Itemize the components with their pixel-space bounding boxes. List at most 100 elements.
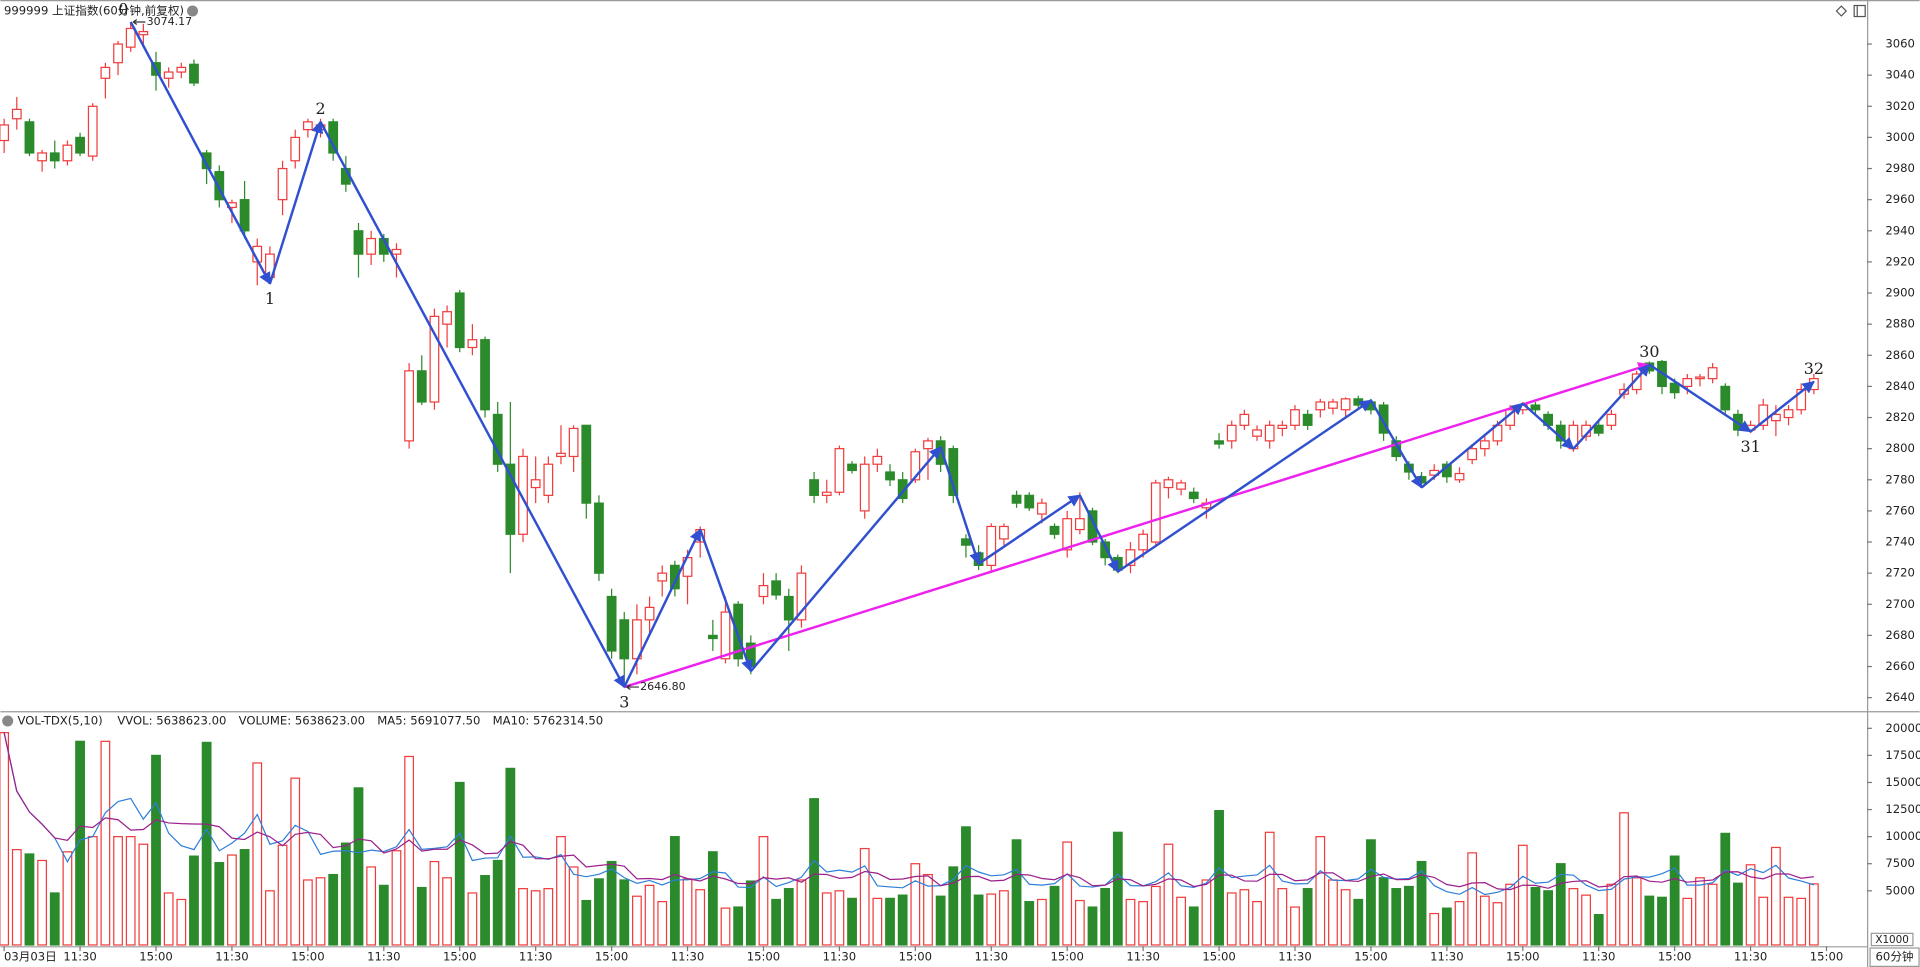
diamond-icon[interactable] bbox=[1835, 5, 1848, 17]
candle-body bbox=[1188, 491, 1199, 500]
volume-bar bbox=[1581, 894, 1591, 946]
candle-body bbox=[986, 525, 997, 566]
x-tick-label: 11:30 bbox=[519, 950, 552, 964]
volume-bar bbox=[923, 873, 933, 946]
y-tick-label: 3060 bbox=[1885, 37, 1915, 51]
volume-bar bbox=[581, 899, 592, 946]
x-tick-label: 15:00 bbox=[1506, 950, 1539, 964]
volume-bar bbox=[1112, 831, 1123, 946]
volume-bar bbox=[138, 843, 149, 946]
candle-body bbox=[707, 634, 718, 640]
volume-bar bbox=[720, 907, 731, 946]
candle-body bbox=[1252, 429, 1262, 437]
volume-bar bbox=[1631, 877, 1642, 946]
candle-body bbox=[391, 248, 402, 255]
moving-average-line bbox=[3, 732, 1815, 896]
volume-bar bbox=[594, 878, 604, 946]
volume-bar bbox=[227, 854, 237, 946]
candle-body bbox=[910, 451, 921, 481]
zigzag-segment bbox=[1572, 363, 1651, 450]
volume-bar bbox=[480, 875, 490, 946]
volume-bar bbox=[1505, 883, 1516, 946]
candle-body bbox=[1328, 401, 1338, 409]
candle-body bbox=[404, 370, 415, 442]
volume-bar bbox=[11, 849, 22, 946]
volume-bar bbox=[758, 836, 769, 946]
candle-body bbox=[1239, 413, 1250, 426]
volume-bar bbox=[1302, 888, 1313, 946]
volume-bar bbox=[657, 901, 668, 946]
wave-label: 1 bbox=[265, 289, 275, 308]
volume-bar bbox=[1239, 889, 1250, 946]
candle-body bbox=[492, 413, 503, 465]
candle-body bbox=[771, 580, 782, 596]
candle-body bbox=[1150, 482, 1161, 543]
x-tick-label: 11:30 bbox=[215, 950, 248, 964]
volume-bar bbox=[1733, 882, 1743, 946]
candle-body bbox=[581, 424, 592, 504]
candle-body bbox=[11, 108, 22, 120]
zigzag-segment bbox=[1117, 399, 1372, 573]
period-label[interactable]: 60分钟 bbox=[1876, 950, 1914, 964]
volume-bar bbox=[1808, 883, 1819, 946]
candle-body bbox=[125, 27, 136, 48]
volume-bar bbox=[556, 836, 566, 946]
candle-body bbox=[189, 63, 199, 84]
volume-bar bbox=[37, 859, 48, 946]
panel-icon[interactable] bbox=[1853, 4, 1866, 18]
wave-label: 31 bbox=[1740, 437, 1760, 456]
extreme-label: 3074.17 bbox=[147, 15, 193, 28]
volume-bar bbox=[973, 894, 984, 946]
volume-bar bbox=[1467, 852, 1478, 946]
candle-body bbox=[1720, 385, 1731, 411]
volume-bar bbox=[1138, 901, 1149, 946]
volume-bar bbox=[543, 888, 554, 946]
candle-body bbox=[1391, 440, 1402, 458]
volume-bar bbox=[1783, 896, 1794, 946]
y-tick-label: 2720 bbox=[1885, 566, 1915, 580]
volume-bar bbox=[1176, 896, 1186, 946]
volume-bar bbox=[1252, 901, 1262, 946]
x-tick-label: 15:00 bbox=[291, 950, 324, 964]
volume-bar bbox=[1315, 836, 1326, 946]
volume-bar bbox=[1366, 839, 1376, 946]
volume-bar bbox=[1682, 897, 1693, 946]
candle-body bbox=[885, 471, 895, 481]
volume-bar bbox=[1657, 896, 1667, 946]
x-tick-label: 15:00 bbox=[139, 950, 172, 964]
candle-body bbox=[442, 311, 452, 325]
candle-body bbox=[290, 136, 301, 162]
volume-bar bbox=[796, 879, 807, 946]
volume-bar bbox=[910, 863, 921, 946]
period-button[interactable] bbox=[1869, 947, 1920, 967]
candle-body bbox=[809, 479, 819, 496]
candle-body bbox=[1353, 398, 1364, 406]
x-tick-label: 11:30 bbox=[1430, 950, 1463, 964]
volume-bar bbox=[239, 849, 250, 946]
y-tick-label: 3040 bbox=[1885, 68, 1915, 82]
candle-body bbox=[543, 463, 554, 496]
volume-bar bbox=[49, 892, 60, 946]
volume-bar bbox=[290, 777, 301, 946]
volume-bar bbox=[176, 898, 187, 946]
volume-bar bbox=[0, 732, 10, 946]
candle-body bbox=[480, 339, 490, 411]
candle-body bbox=[1467, 448, 1478, 461]
candle-body bbox=[1707, 367, 1718, 380]
y-tick-label: 2800 bbox=[1885, 441, 1915, 455]
candle-body bbox=[416, 370, 427, 403]
x-tick-label: 11:30 bbox=[367, 950, 400, 964]
candle-body bbox=[1087, 510, 1098, 543]
volume-header: VOL-TDX(5,10) VVOL: 5638623.00 VOLUME: 56… bbox=[17, 713, 603, 727]
volume-bar bbox=[619, 879, 630, 946]
volume-bar bbox=[315, 877, 326, 946]
extreme-pointer bbox=[132, 19, 146, 25]
volume-bar bbox=[1644, 895, 1655, 946]
volume-bar bbox=[1403, 885, 1414, 946]
dropdown-icon[interactable] bbox=[2, 715, 14, 727]
unit-box bbox=[1870, 932, 1914, 947]
zigzag-segment bbox=[977, 494, 1081, 565]
dropdown-icon[interactable] bbox=[187, 5, 199, 17]
candle-body bbox=[758, 584, 769, 598]
volume-bar bbox=[24, 853, 35, 946]
